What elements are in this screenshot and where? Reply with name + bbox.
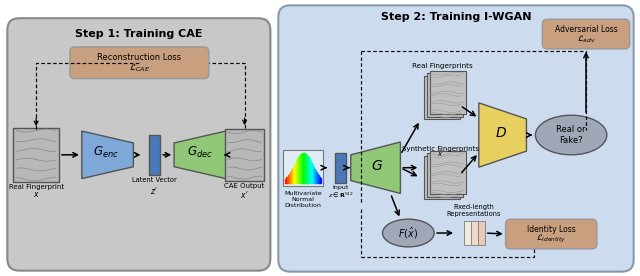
Text: $D$: $D$ — [495, 126, 507, 140]
Polygon shape — [82, 131, 133, 179]
Text: Input
$z \in \mathbf{R}^{512}$: Input $z \in \mathbf{R}^{512}$ — [328, 185, 354, 200]
Polygon shape — [351, 142, 401, 193]
Text: CAE Output: CAE Output — [225, 182, 265, 189]
Text: $G_{dec}$: $G_{dec}$ — [187, 145, 213, 160]
Text: Multivariate
Normal
Distribution: Multivariate Normal Distribution — [284, 192, 322, 208]
FancyBboxPatch shape — [13, 128, 59, 182]
Text: Latent Vector: Latent Vector — [132, 177, 177, 183]
FancyBboxPatch shape — [472, 221, 478, 245]
Text: $x$: $x$ — [33, 190, 40, 200]
Text: $\hat{x}$: $\hat{x}$ — [437, 148, 444, 159]
FancyBboxPatch shape — [70, 47, 209, 79]
Text: Reconstruction Loss: Reconstruction Loss — [97, 53, 181, 62]
FancyBboxPatch shape — [542, 19, 630, 49]
Text: Fixed-length
Representations: Fixed-length Representations — [447, 204, 501, 217]
FancyBboxPatch shape — [427, 73, 463, 117]
FancyBboxPatch shape — [478, 221, 485, 245]
Polygon shape — [174, 131, 226, 179]
FancyBboxPatch shape — [278, 5, 634, 272]
Text: $G_{enc}$: $G_{enc}$ — [93, 145, 118, 160]
Ellipse shape — [383, 219, 434, 247]
Text: Real Fingerprints: Real Fingerprints — [412, 63, 472, 69]
FancyBboxPatch shape — [506, 219, 597, 249]
FancyBboxPatch shape — [465, 221, 472, 245]
Text: $F(\hat{x})$: $F(\hat{x})$ — [398, 225, 419, 241]
FancyBboxPatch shape — [424, 76, 460, 119]
FancyBboxPatch shape — [225, 129, 264, 181]
FancyBboxPatch shape — [427, 153, 463, 197]
Text: Identity Loss: Identity Loss — [527, 225, 575, 233]
Text: Synthetic Fingerprints: Synthetic Fingerprints — [402, 146, 479, 152]
Polygon shape — [479, 103, 527, 167]
FancyBboxPatch shape — [430, 71, 466, 114]
Text: $x'$: $x'$ — [240, 190, 249, 200]
Text: Adversarial Loss: Adversarial Loss — [555, 25, 618, 34]
FancyBboxPatch shape — [7, 18, 270, 271]
FancyBboxPatch shape — [284, 150, 323, 185]
Text: Real or
Fake?: Real or Fake? — [556, 125, 586, 145]
FancyBboxPatch shape — [335, 153, 346, 182]
Text: $G$: $G$ — [371, 159, 383, 173]
Text: $z'$: $z'$ — [150, 185, 158, 195]
FancyBboxPatch shape — [148, 135, 160, 175]
Text: Step 2: Training I-WGAN: Step 2: Training I-WGAN — [381, 12, 531, 22]
Text: Real Fingerprint: Real Fingerprint — [8, 184, 64, 190]
Text: Step 1: Training CAE: Step 1: Training CAE — [75, 29, 202, 39]
Text: $\mathcal{L}_{identity}$: $\mathcal{L}_{identity}$ — [536, 233, 566, 245]
Ellipse shape — [536, 115, 607, 155]
Text: $\mathcal{L}_{adv}$: $\mathcal{L}_{adv}$ — [577, 33, 595, 45]
FancyBboxPatch shape — [424, 156, 460, 199]
Text: $\mathcal{L}_{CAE}$: $\mathcal{L}_{CAE}$ — [129, 63, 150, 75]
FancyBboxPatch shape — [430, 151, 466, 194]
